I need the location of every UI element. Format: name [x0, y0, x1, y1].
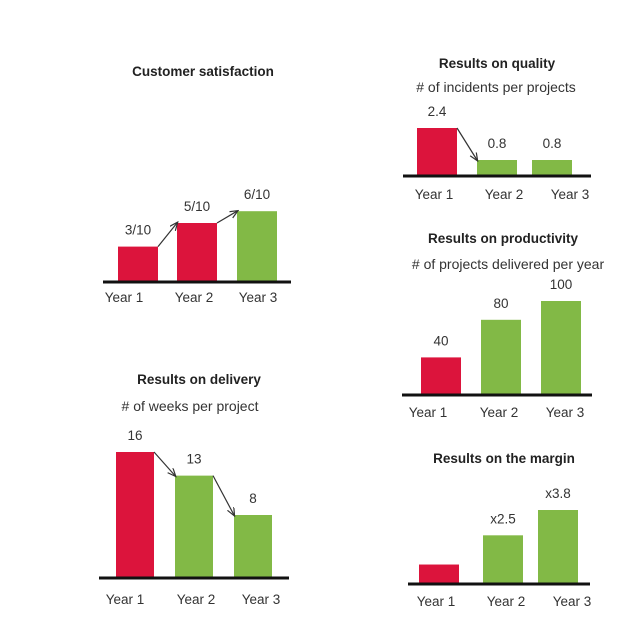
chart-title: Results on productivity: [428, 231, 579, 246]
chart-title: Results on the margin: [433, 451, 575, 466]
trend-arrow: [157, 223, 177, 247]
x-tick-label: Year 2: [480, 405, 519, 420]
data-label: x2.5: [490, 511, 516, 526]
data-label: 100: [550, 277, 573, 292]
trend-arrow: [216, 211, 237, 224]
chart-title: Customer satisfaction: [132, 64, 274, 79]
x-tick-label: Year 3: [551, 187, 590, 202]
bar-year-1: [417, 128, 457, 176]
data-label: 6/10: [244, 187, 270, 202]
chart-title: Results on quality: [439, 56, 556, 71]
x-tick-label: Year 2: [485, 187, 524, 202]
bar-year-3: [532, 160, 572, 176]
bar-year-1: [419, 564, 459, 584]
x-tick-label: Year 2: [487, 594, 526, 609]
bar-year-3: [237, 211, 277, 282]
data-label: 40: [433, 333, 448, 348]
data-label: 8: [249, 491, 257, 506]
x-tick-label: Year 1: [106, 592, 145, 607]
chart-results-on-productivity: Results on productivity # of projects de…: [402, 231, 604, 420]
bar-year-2: [483, 535, 523, 584]
data-label: 5/10: [184, 199, 210, 214]
data-label: x3.8: [545, 486, 571, 501]
trend-arrow: [153, 451, 175, 476]
bars: 2.4 0.8 0.8: [417, 104, 572, 176]
chart-subtitle: # of weeks per project: [122, 398, 259, 414]
chart-results-on-delivery: Results on delivery # of weeks per proje…: [99, 372, 289, 607]
x-tick-label: Year 1: [415, 187, 454, 202]
bars: 16 13 8: [116, 428, 272, 578]
bar-year-1: [118, 246, 158, 282]
data-label: 2.4: [428, 104, 447, 119]
data-label: 0.8: [543, 136, 562, 151]
data-label: 80: [493, 296, 508, 311]
x-tick-label: Year 3: [242, 592, 281, 607]
x-tick-label: Year 2: [177, 592, 216, 607]
trend-arrow: [456, 127, 477, 160]
bar-year-2: [175, 475, 213, 578]
x-tick-label: Year 1: [409, 405, 448, 420]
bar-year-3: [538, 510, 578, 584]
chart-title: Results on delivery: [137, 372, 261, 387]
x-tick-label: Year 3: [553, 594, 592, 609]
bar-year-1: [116, 452, 154, 578]
chart-subtitle: # of projects delivered per year: [412, 256, 605, 272]
bar-year-2: [177, 223, 217, 282]
bar-year-3: [234, 515, 272, 578]
data-label: 13: [186, 452, 201, 467]
chart-results-on-the-margin: Results on the margin x2.5 x3.8 Year 1 Ye…: [408, 451, 591, 609]
data-label: 16: [127, 428, 142, 443]
chart-subtitle: # of incidents per projects: [416, 79, 576, 95]
x-tick-label: Year 1: [417, 594, 456, 609]
x-tick-label: Year 3: [239, 290, 278, 305]
bar-year-2: [477, 160, 517, 176]
data-label: 0.8: [488, 136, 507, 151]
x-tick-label: Year 1: [105, 290, 144, 305]
data-label: 3/10: [125, 223, 151, 238]
x-tick-label: Year 2: [175, 290, 214, 305]
x-tick-label: Year 3: [546, 405, 585, 420]
bars: 3/10 5/10 6/10: [118, 187, 277, 282]
bar-year-3: [541, 301, 581, 395]
trend-arrow: [212, 475, 234, 515]
chart-results-on-quality: Results on quality # of incidents per pr…: [403, 56, 591, 202]
bars: x2.5 x3.8: [419, 486, 578, 584]
chart-customer-satisfaction: Customer satisfaction 3/10 5/10 6/10 Year …: [103, 64, 291, 305]
bar-year-1: [421, 357, 461, 395]
bar-year-2: [481, 319, 521, 395]
bars: 40 80 100: [421, 277, 581, 395]
